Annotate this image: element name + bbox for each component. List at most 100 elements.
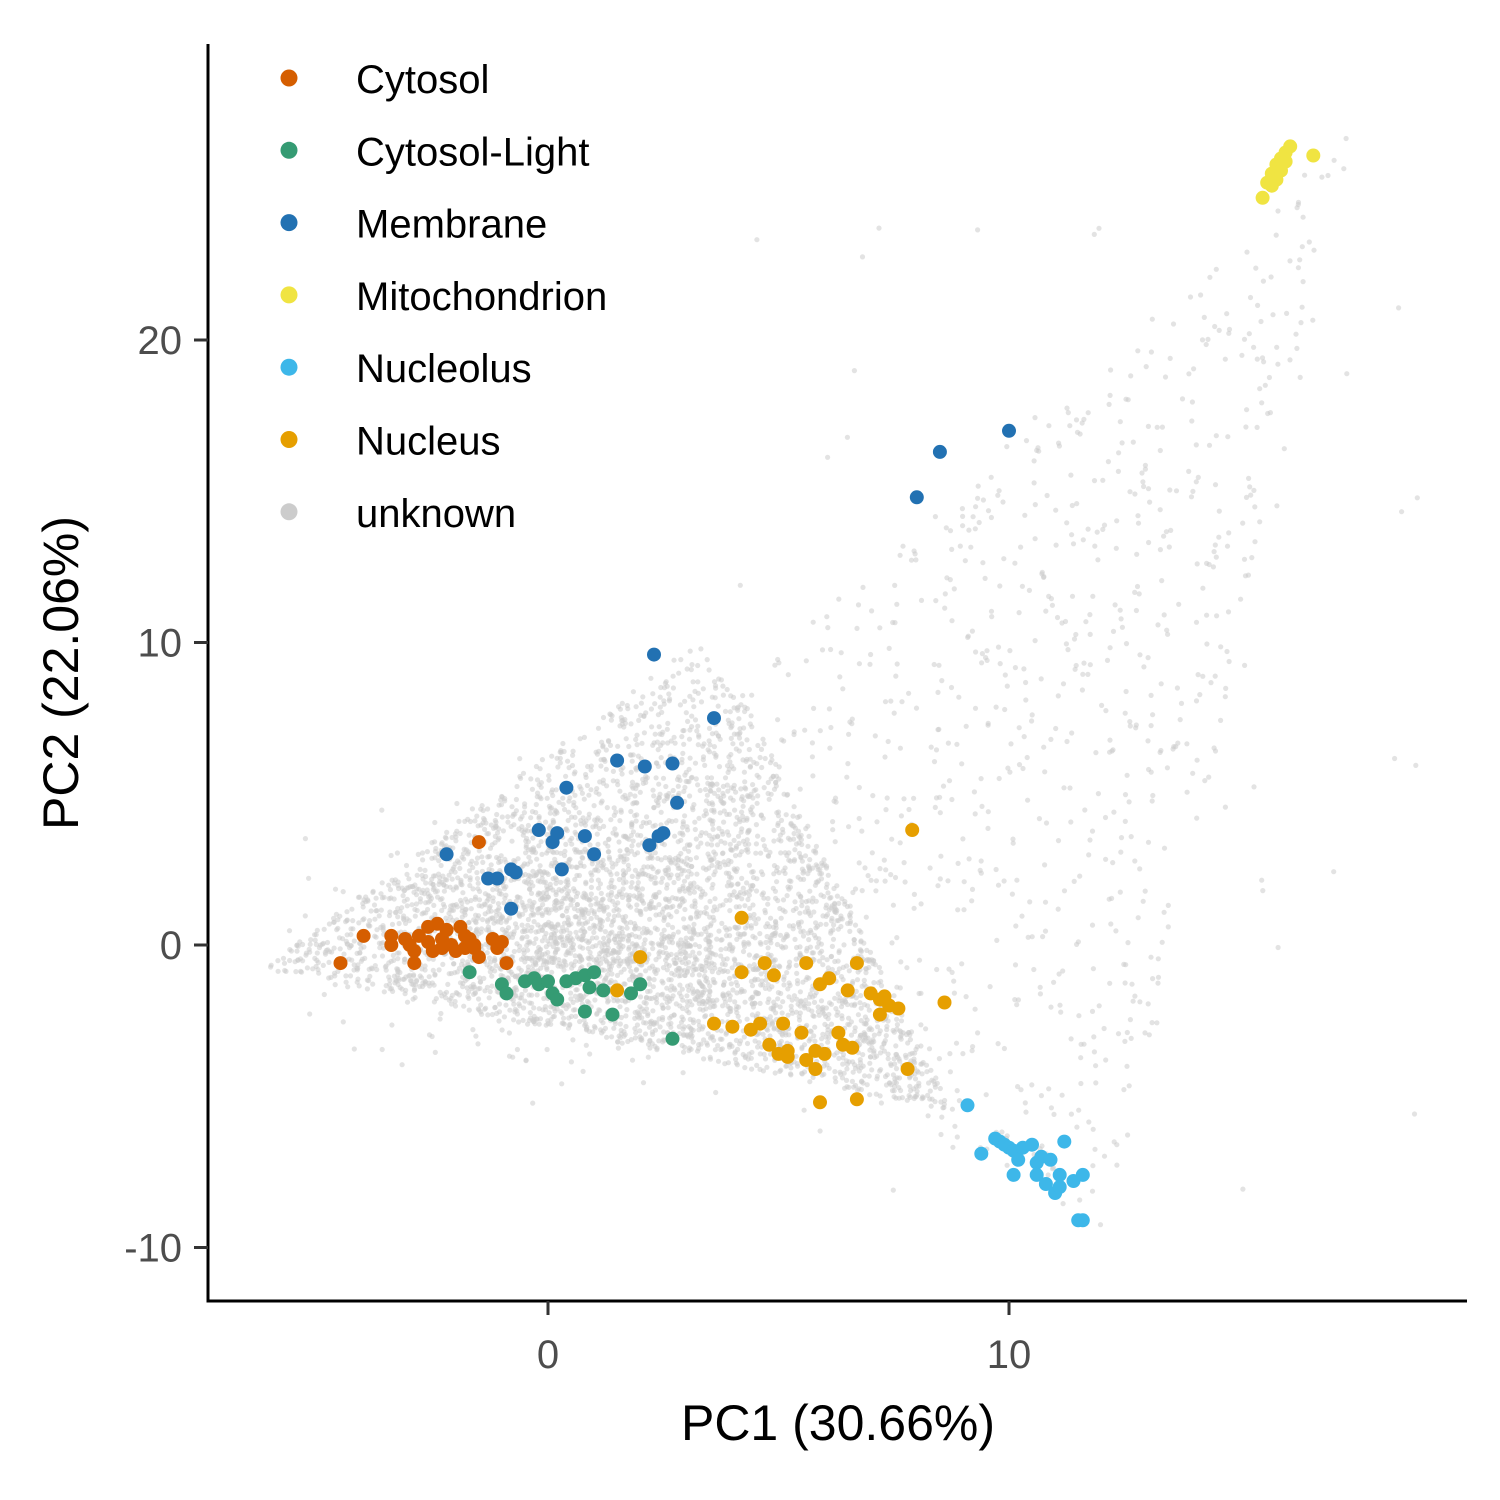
unknown-point (795, 920, 802, 926)
unknown-point (882, 699, 889, 705)
unknown-point (484, 950, 490, 956)
unknown-point (673, 895, 679, 902)
unknown-point (430, 967, 436, 974)
unknown-point (777, 932, 784, 938)
unknown-point (838, 923, 844, 930)
unknown-point (899, 699, 905, 705)
unknown-point (623, 913, 629, 920)
unknown-point (606, 849, 612, 855)
unknown-point (636, 934, 642, 940)
unknown-point (693, 836, 699, 842)
unknown-point (1216, 534, 1222, 540)
unknown-point (714, 936, 720, 942)
unknown-point (1055, 906, 1061, 912)
unknown-point (858, 993, 864, 999)
unknown-point (648, 940, 654, 946)
unknown-point (732, 961, 738, 967)
unknown-point (512, 921, 519, 927)
unknown-point (836, 900, 842, 907)
unknown-point (1193, 479, 1199, 485)
unknown-point (457, 980, 464, 986)
unknown-point (849, 1078, 856, 1084)
unknown-point (608, 717, 615, 723)
unknown-point (712, 896, 718, 902)
unknown-point (949, 969, 955, 976)
unknown-point (589, 907, 595, 913)
unknown-point (470, 1027, 476, 1033)
unknown-point (580, 911, 586, 918)
unknown-point (728, 735, 734, 742)
unknown-point (884, 795, 890, 801)
unknown-point (694, 728, 700, 734)
unknown-point (613, 832, 619, 838)
unknown-point (734, 1003, 740, 1010)
unknown-point (1127, 723, 1133, 729)
unknown-point (1113, 928, 1119, 934)
unknown-point (1032, 502, 1038, 508)
unknown-point (564, 877, 571, 883)
unknown-point (1150, 792, 1156, 799)
unknown-point (1218, 717, 1224, 724)
unknown-point (1102, 814, 1109, 821)
unknown-point (632, 1026, 638, 1032)
unknown-point (734, 881, 741, 887)
unknown-point (1041, 744, 1047, 750)
unknown-point (819, 647, 826, 653)
unknown-point (773, 925, 779, 931)
unknown-point (584, 998, 591, 1005)
unknown-point (1001, 878, 1007, 884)
unknown-point (1275, 208, 1281, 214)
unknown-point (1257, 519, 1263, 525)
unknown-point (609, 971, 615, 977)
unknown-point (380, 940, 386, 946)
unknown-point (612, 1021, 618, 1027)
unknown-point (1059, 1092, 1065, 1098)
unknown-point (705, 1031, 711, 1037)
unknown-point (891, 1094, 897, 1100)
unknown-point (711, 849, 717, 855)
unknown-point (792, 936, 798, 943)
unknown-point (1200, 585, 1206, 591)
unknown-point (720, 800, 726, 807)
unknown-point (751, 962, 757, 968)
unknown-point (739, 794, 745, 800)
unknown-point (716, 970, 722, 976)
unknown-point (1037, 991, 1043, 997)
unknown-point (382, 964, 388, 970)
unknown-point (938, 1131, 944, 1138)
unknown-point (1123, 641, 1130, 647)
unknown-point (865, 873, 871, 879)
unknown-point (636, 896, 642, 902)
unknown-point (892, 1079, 898, 1085)
unknown-point (1031, 458, 1037, 464)
unknown-point (1053, 507, 1059, 513)
unknown-point (466, 1007, 472, 1013)
unknown-point (576, 810, 582, 816)
unknown-point (993, 866, 999, 873)
unknown-point (346, 945, 353, 951)
unknown-point (582, 906, 588, 913)
unknown-point (871, 1032, 878, 1038)
unknown-point (1213, 554, 1219, 560)
unknown-point (650, 742, 656, 748)
unknown-point (849, 1002, 855, 1008)
unknown-point (495, 830, 501, 836)
unknown-point (641, 900, 647, 906)
unknown-point (1159, 424, 1165, 430)
unknown-point (629, 783, 635, 789)
unknown-point (550, 955, 556, 961)
unknown-point (933, 1075, 939, 1081)
unknown-point (797, 910, 803, 916)
unknown-point (861, 1002, 868, 1008)
unknown-point (862, 1031, 868, 1037)
unknown-point (707, 788, 713, 794)
unknown-point (867, 1092, 873, 1098)
unknown-point (316, 945, 322, 951)
unknown-point (736, 735, 743, 741)
unknown-point (528, 815, 534, 821)
unknown-point (820, 955, 826, 961)
unknown-point (690, 949, 696, 955)
unknown-point (635, 842, 642, 848)
unknown-point (638, 700, 645, 706)
unknown-point (723, 897, 729, 904)
